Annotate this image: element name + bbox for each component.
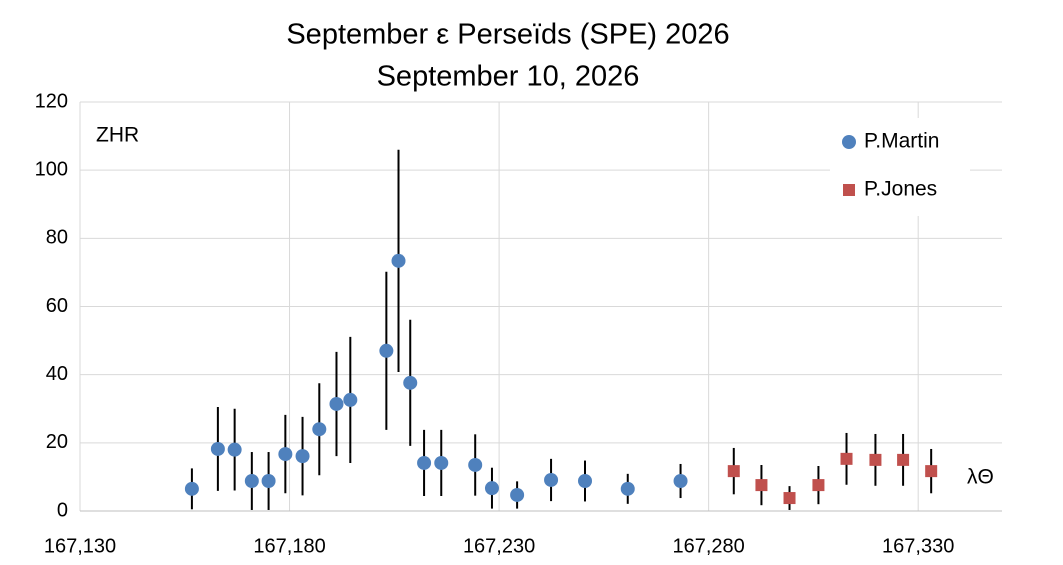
point: [391, 253, 406, 268]
y-axis-label: ZHR: [96, 124, 139, 147]
point: [812, 479, 825, 492]
point: [312, 422, 327, 437]
y-tick-label: 60: [46, 295, 68, 317]
legend: P.Martin P.Jones: [830, 118, 970, 216]
legend-label: P.Martin: [864, 130, 939, 153]
x-tick-label: 167,230: [463, 535, 535, 557]
point: [840, 452, 853, 465]
y-tick-label: 0: [57, 499, 68, 521]
point: [783, 492, 796, 505]
legend-box: [830, 118, 970, 216]
chart-subtitle: September 10, 2026: [377, 61, 640, 93]
y-tick-label: 40: [46, 363, 68, 385]
grid: 0 20 40 60 80 100 120 167,130 167,180 167,230 167,…: [35, 90, 1002, 557]
point: [184, 481, 199, 496]
point: [434, 455, 449, 470]
point: [620, 481, 635, 496]
point: [468, 457, 483, 472]
point: [510, 487, 525, 502]
point: [403, 375, 418, 390]
x-tick-label: 167,180: [253, 535, 325, 557]
x-tick-label: 167,330: [882, 535, 954, 557]
point: [227, 442, 242, 457]
point: [295, 449, 310, 464]
chart-title: September ε Perseïds (SPE) 2026: [286, 19, 729, 51]
point: [869, 453, 882, 466]
point: [244, 474, 259, 489]
y-tick-label: 120: [35, 90, 68, 112]
legend-label: P.Jones: [864, 178, 937, 201]
point: [210, 441, 225, 456]
point: [897, 453, 910, 466]
y-tick-label: 100: [35, 158, 68, 180]
plot-area: [184, 149, 938, 510]
legend-marker: [842, 135, 856, 149]
point: [673, 474, 688, 489]
point: [379, 343, 394, 358]
point: [544, 472, 559, 487]
point: [578, 474, 593, 489]
point: [484, 481, 499, 496]
legend-marker: [843, 184, 855, 196]
point: [329, 396, 344, 411]
point: [727, 465, 740, 478]
point: [755, 479, 768, 492]
y-tick-label: 80: [46, 227, 68, 249]
x-axis-label: λΘ: [967, 466, 994, 489]
x-tick-label: 167,280: [672, 535, 744, 557]
point: [278, 447, 293, 462]
point: [343, 392, 358, 407]
y-tick-label: 20: [46, 431, 68, 453]
x-tick-label: 167,130: [44, 535, 116, 557]
point: [417, 455, 432, 470]
point: [925, 465, 938, 478]
point: [261, 474, 276, 489]
